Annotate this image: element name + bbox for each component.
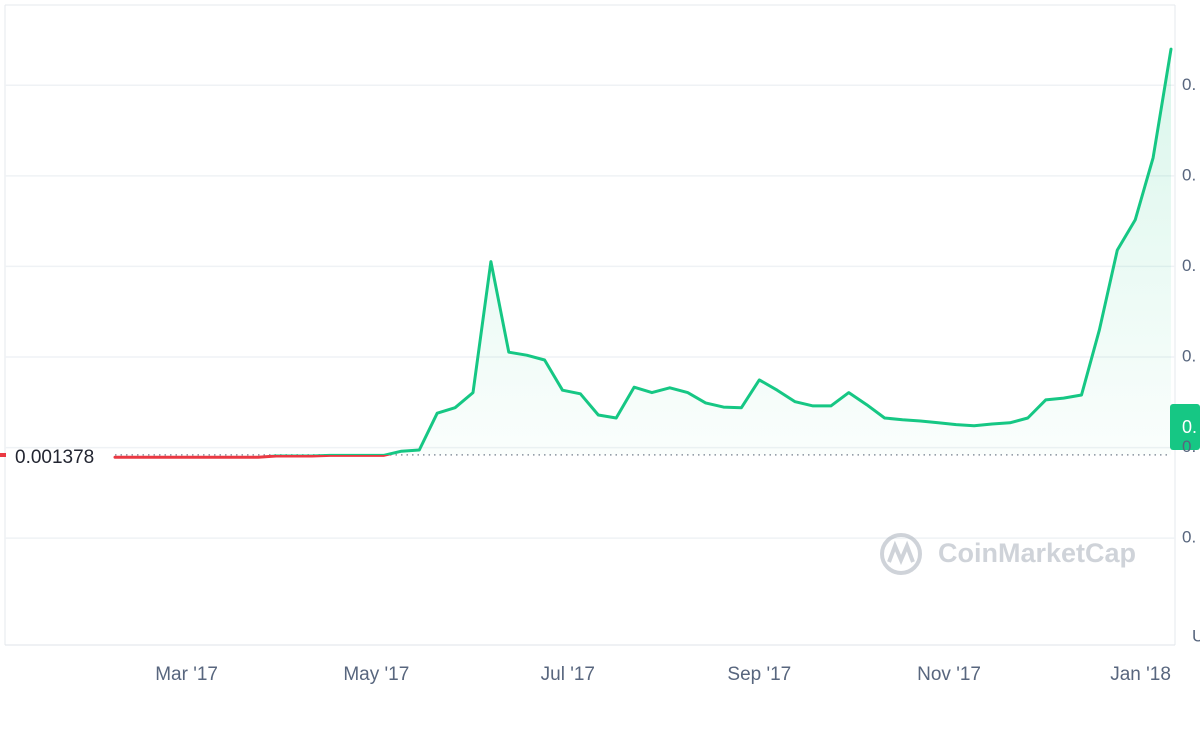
corner-text: U [1192,626,1200,645]
x-tick-label: Mar '17 [155,664,218,685]
y-tick-label: 0. [1182,346,1196,365]
y-tick-label: 0. [1182,437,1196,456]
y-tick-label: 0. [1182,528,1196,547]
current-price-box [1170,404,1200,450]
y-tick-label: 0. [1182,75,1196,94]
x-tick-label: Nov '17 [917,664,981,685]
watermark-text: CoinMarketCap [938,538,1136,568]
x-tick-label: Jul '17 [541,664,595,685]
price-line [113,47,1173,459]
watermark: CoinMarketCap [880,533,1136,575]
price-area [115,49,1171,455]
baseline-marker [0,453,6,457]
x-tick-label: May '17 [343,664,409,685]
plot [113,47,1173,459]
watermark-logo [880,533,922,575]
watermark-logo-mark [887,540,915,566]
x-tick-label: Sep '17 [727,664,791,685]
y-tick-label: 0. [1182,165,1196,184]
baseline-label: 0.001378 [15,447,94,468]
current-price-label: 0. [1182,417,1197,437]
y-tick-label: 0. [1182,256,1196,275]
x-tick-label: Jan '18 [1110,664,1171,685]
